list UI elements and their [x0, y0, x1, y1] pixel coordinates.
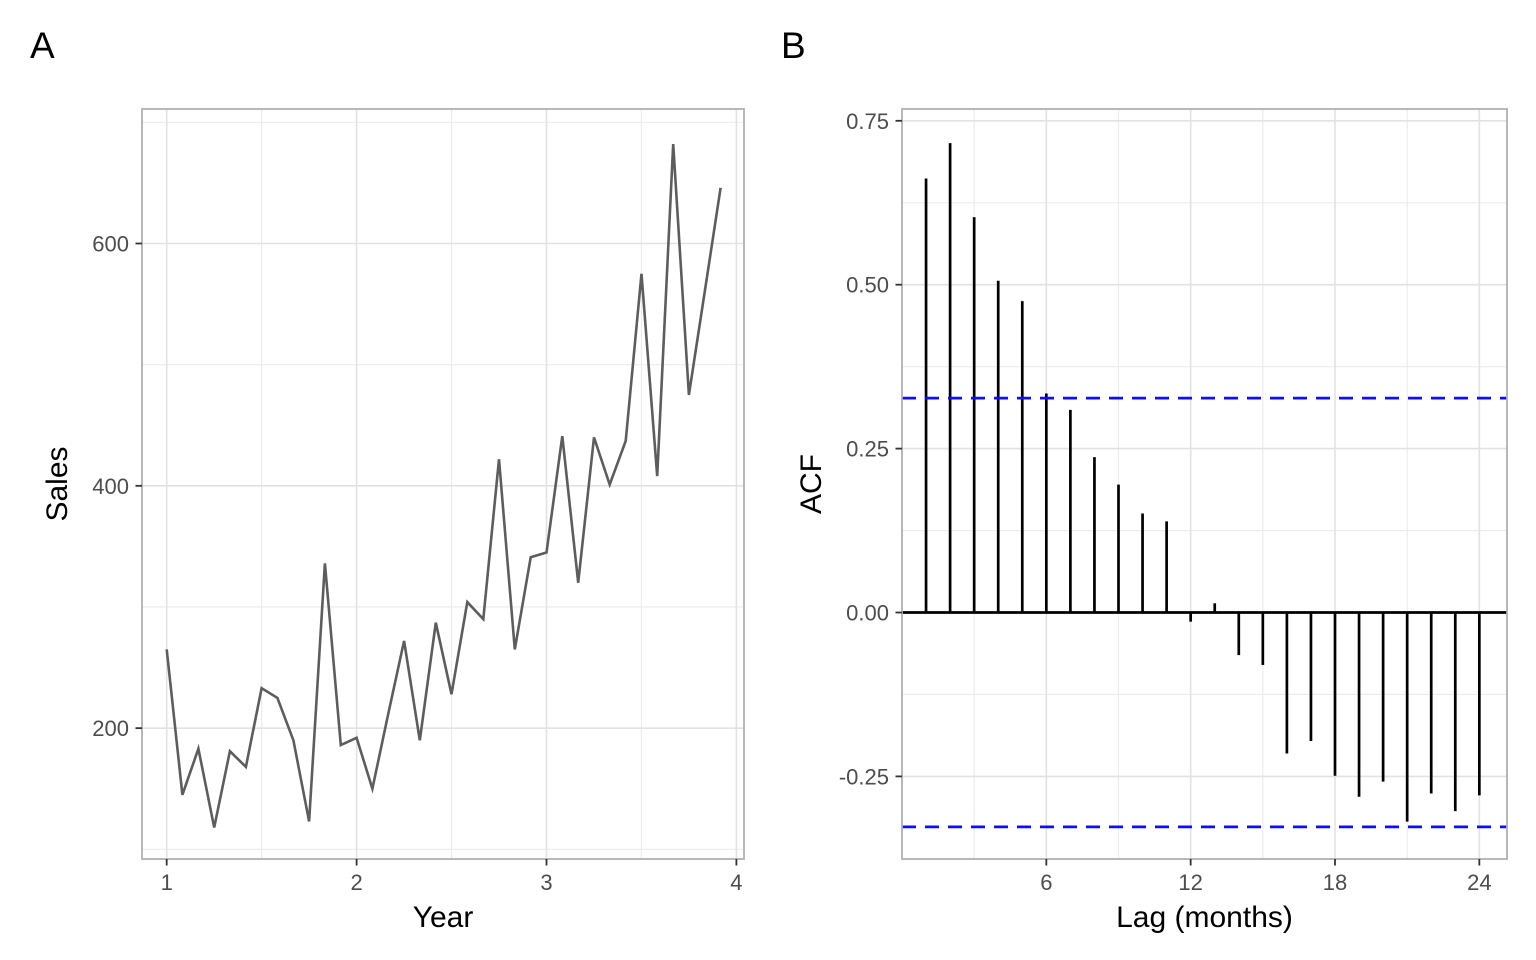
panel-b-y-tick-label: -0.25	[839, 764, 889, 789]
panel-a-x-tick-label: 3	[540, 870, 552, 895]
panel-b-x-tick-label: 6	[1040, 870, 1052, 895]
panel-a-tag: A	[30, 25, 55, 66]
panel-a-x-tick-label: 1	[161, 870, 173, 895]
panel-b-x-tick-label: 12	[1178, 870, 1202, 895]
panel-b-panel-border	[901, 108, 1508, 860]
panel-a-y-tick-label: 400	[92, 474, 129, 499]
panel-a-x-tick-label: 2	[350, 870, 362, 895]
panel-a-y-axis-title: Sales	[41, 446, 74, 522]
panel-b-y-tick-label: 0.00	[846, 600, 889, 625]
panel-b-y-tick-label: 0.25	[846, 437, 889, 462]
panel-a-x-axis-title: Year	[412, 901, 474, 934]
panel-a-x-tick-label: 4	[730, 870, 742, 895]
panel-b-y-tick-label: 0.50	[846, 273, 889, 298]
panel-a-y-tick-label: 600	[92, 231, 129, 256]
panel-a-y-tick-label: 200	[92, 716, 129, 741]
panel-b-y-axis-title: ACF	[795, 454, 828, 514]
panel-b-tag: B	[781, 25, 806, 66]
panel-b-x-tick-label: 24	[1467, 870, 1491, 895]
panel-b-x-tick-label: 18	[1323, 870, 1347, 895]
panel-a-panel-border	[141, 108, 745, 860]
panel-b-y-tick-label: 0.75	[846, 109, 889, 134]
sales-line	[165, 144, 722, 828]
panel-b-x-axis-title: Lag (months)	[1116, 901, 1293, 934]
